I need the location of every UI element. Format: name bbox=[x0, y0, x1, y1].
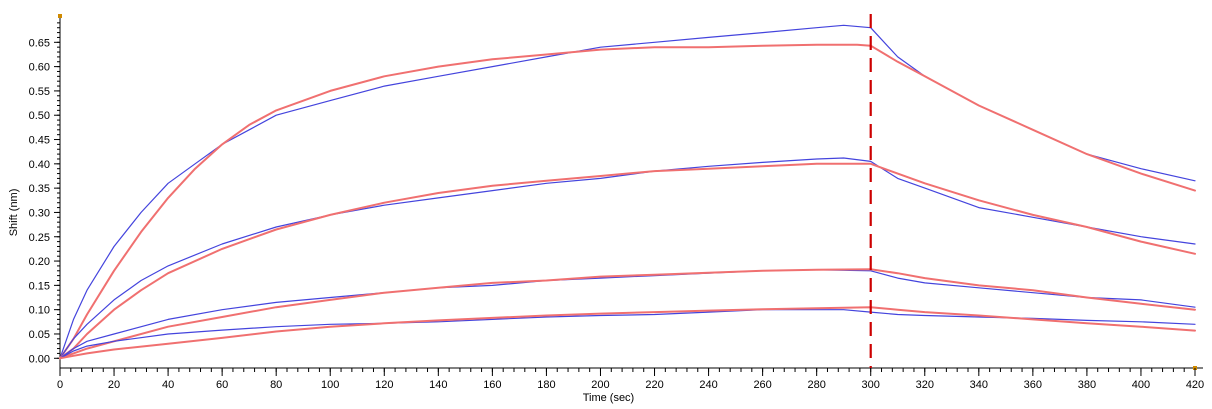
y-tick-label: 0.35 bbox=[29, 183, 50, 195]
x-tick-label: 260 bbox=[753, 379, 771, 391]
y-tick-label: 0.50 bbox=[29, 110, 50, 122]
y-tick-label: 0.15 bbox=[29, 280, 50, 292]
x-tick-label: 140 bbox=[429, 379, 447, 391]
y-tick-label: 0.60 bbox=[29, 62, 50, 74]
tick-labels: 0.00 0.05 0.10 0.15 0.20 0.25 0.30 0.35 0.40 0.45… bbox=[29, 37, 1205, 391]
x-tick-label: 100 bbox=[321, 379, 339, 391]
axes bbox=[54, 14, 1203, 376]
x-axis-title: Time (sec) bbox=[583, 392, 635, 404]
y-axis-title: Shift (nm) bbox=[8, 189, 20, 237]
measured-curve-4 bbox=[59, 309, 1196, 359]
x-tick-label: 280 bbox=[807, 379, 825, 391]
fit-curve-3 bbox=[59, 268, 1196, 360]
x-tick-label: 240 bbox=[699, 379, 717, 391]
x-tick-label: 360 bbox=[1024, 379, 1042, 391]
x-tick-label: 380 bbox=[1078, 379, 1096, 391]
y-tick-label: 0.55 bbox=[29, 86, 50, 98]
x-tick-label: 220 bbox=[645, 379, 663, 391]
x-tick-label: 20 bbox=[108, 379, 120, 391]
x-tick-label: 40 bbox=[162, 379, 174, 391]
y-tick-label: 0.25 bbox=[29, 232, 50, 244]
fit-curve-2 bbox=[59, 162, 1196, 360]
y-tick-label: 0.45 bbox=[29, 135, 50, 147]
y-tick-label: 0.05 bbox=[29, 329, 50, 341]
x-tick-label: 200 bbox=[591, 379, 609, 391]
x-tick-label: 180 bbox=[537, 379, 555, 391]
x-tick-label: 60 bbox=[216, 379, 228, 391]
x-tick-label: 320 bbox=[916, 379, 934, 391]
measured-curve-3 bbox=[59, 269, 1196, 359]
y-tick-label: 0.40 bbox=[29, 159, 50, 171]
y-axis-end-marker bbox=[58, 14, 62, 18]
x-tick-label: 300 bbox=[862, 379, 880, 391]
y-tick-label: 0.30 bbox=[29, 207, 50, 219]
fit-curve-4 bbox=[59, 306, 1196, 360]
y-tick-label: 0.65 bbox=[29, 37, 50, 49]
x-tick-label: 340 bbox=[970, 379, 988, 391]
x-tick-label: 400 bbox=[1132, 379, 1150, 391]
x-tick-label: 80 bbox=[270, 379, 282, 391]
x-tick-label: 120 bbox=[375, 379, 393, 391]
series-group bbox=[59, 24, 1196, 360]
measured-curve-2 bbox=[59, 157, 1196, 359]
x-tick-label: 160 bbox=[483, 379, 501, 391]
y-tick-label: 0.20 bbox=[29, 256, 50, 268]
x-tick-label: 420 bbox=[1186, 379, 1204, 391]
y-tick-label: 0.10 bbox=[29, 305, 50, 317]
x-tick-label: 0 bbox=[57, 379, 63, 391]
y-tick-label: 0.00 bbox=[29, 353, 50, 365]
fit-curve-1 bbox=[59, 43, 1196, 360]
